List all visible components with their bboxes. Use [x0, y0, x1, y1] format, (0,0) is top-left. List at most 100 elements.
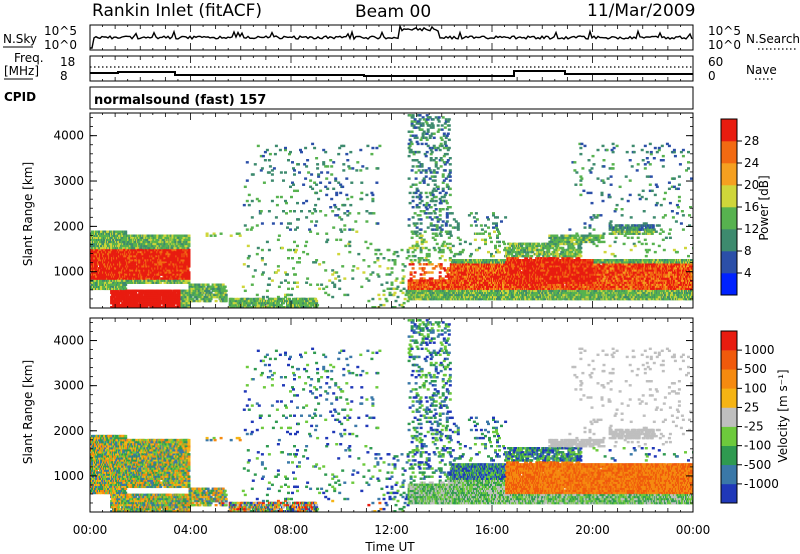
power-cell	[441, 208, 445, 211]
power-cell	[157, 299, 161, 303]
power-cell	[238, 234, 242, 237]
power-cell	[408, 246, 412, 250]
power-cell	[266, 303, 270, 307]
power-cell	[430, 281, 434, 284]
power-cell	[449, 234, 453, 237]
power-cell	[340, 218, 344, 221]
power-cell	[418, 118, 422, 121]
power-cell	[431, 118, 435, 121]
power-cell	[270, 179, 274, 182]
power-cell	[151, 259, 155, 262]
power-cell	[134, 291, 138, 295]
power-cell	[429, 152, 433, 156]
power-cell	[379, 303, 383, 307]
power-cell	[98, 248, 101, 252]
power-cell	[100, 285, 103, 289]
power-cell	[186, 289, 190, 293]
power-cell	[315, 306, 319, 308]
power-cell	[430, 277, 434, 280]
power-cell	[200, 293, 204, 297]
power-cell	[301, 303, 304, 307]
power-cell	[426, 130, 430, 133]
power-cell	[264, 301, 268, 305]
power-cell	[429, 148, 433, 152]
power-cell	[441, 250, 445, 254]
power-cell	[246, 306, 250, 308]
power-cell	[425, 254, 429, 258]
power-cell	[261, 271, 265, 274]
power-cell	[124, 295, 128, 299]
power-cell	[122, 303, 126, 307]
power-cell	[367, 279, 371, 282]
power-cell	[296, 226, 299, 229]
power-cell	[117, 306, 121, 308]
power-cell	[153, 279, 157, 282]
power-cell	[293, 210, 296, 213]
power-cell	[316, 232, 320, 235]
power-cell	[316, 163, 320, 166]
power-cell	[259, 306, 263, 308]
power-cell	[378, 144, 382, 148]
power-cell	[261, 303, 265, 307]
power-cell	[201, 295, 205, 299]
power-cell	[161, 257, 165, 260]
power-cell	[438, 218, 442, 221]
power-cell	[382, 293, 386, 297]
power-cell	[434, 265, 438, 268]
power-cell	[407, 177, 411, 180]
power-cell	[302, 250, 306, 254]
power-cell	[299, 148, 302, 152]
power-cell	[296, 189, 299, 193]
power-cell	[421, 246, 425, 250]
power-cell	[448, 193, 452, 197]
power-cell	[338, 216, 342, 219]
power-cell	[385, 299, 389, 303]
power-cell	[185, 252, 189, 256]
power-cell	[418, 122, 422, 125]
power-cell	[408, 138, 412, 142]
power-cell	[273, 152, 277, 156]
power-cell	[433, 248, 437, 252]
power-cell	[243, 185, 247, 189]
power-cell	[110, 289, 114, 293]
power-cell	[287, 301, 290, 305]
power-cell	[444, 144, 448, 148]
power-cell	[420, 234, 424, 237]
power-cell	[147, 250, 151, 254]
power-cell	[411, 199, 415, 203]
power-cell	[195, 285, 199, 289]
power-cell	[328, 181, 332, 184]
power-cell	[196, 287, 200, 291]
power-cell	[214, 299, 218, 303]
power-cell	[425, 122, 429, 125]
power-cell	[92, 230, 95, 233]
power-cell	[272, 306, 276, 308]
nave-label: Nave	[746, 63, 777, 77]
power-cell	[348, 167, 352, 170]
power-cell	[412, 222, 416, 225]
power-cell	[393, 259, 397, 262]
power-cell	[331, 210, 335, 213]
power-cell	[421, 240, 425, 244]
power-cell	[247, 203, 251, 207]
power-cell	[410, 120, 414, 123]
power-cell	[319, 181, 323, 184]
power-cell	[106, 250, 110, 254]
power-cell	[158, 297, 162, 301]
power-cell	[332, 161, 336, 164]
power-cell	[414, 297, 418, 301]
power-cell	[155, 254, 159, 258]
power-cell	[253, 299, 257, 303]
power-cell	[425, 252, 429, 256]
power-cell	[341, 265, 345, 268]
power-cell	[296, 244, 299, 248]
power-cell	[151, 244, 155, 248]
power-cell	[212, 289, 216, 293]
power-cell	[259, 169, 263, 172]
power-cell	[119, 287, 123, 291]
power-cell	[115, 232, 119, 235]
power-cell	[157, 242, 161, 246]
power-cell	[436, 124, 440, 127]
power-cell	[281, 246, 284, 250]
power-cell	[93, 287, 96, 291]
